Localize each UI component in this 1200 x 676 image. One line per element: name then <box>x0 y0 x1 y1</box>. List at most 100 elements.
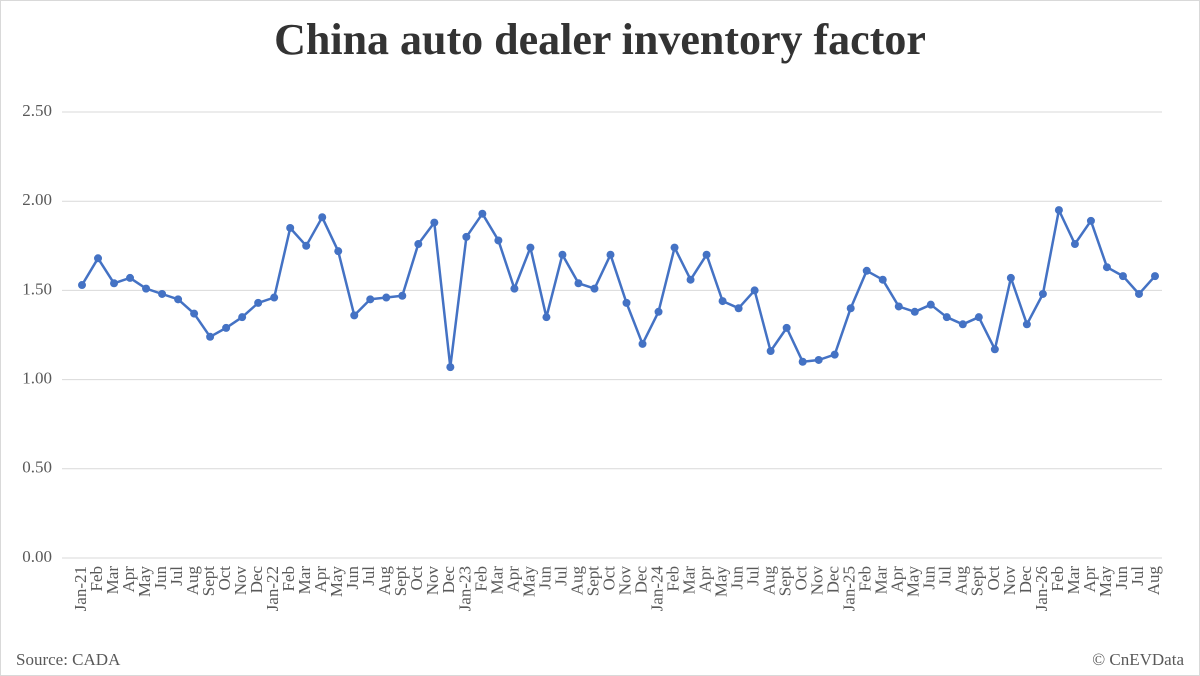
data-point <box>878 275 887 284</box>
data-point <box>1086 216 1095 225</box>
y-tick-label: 2.00 <box>22 190 52 209</box>
x-tick-label: Jan-23 <box>455 566 474 611</box>
data-point <box>94 254 103 263</box>
x-tick-label: Mar <box>1064 566 1083 595</box>
data-point <box>590 284 599 293</box>
data-point <box>126 273 135 282</box>
data-point <box>558 250 567 259</box>
x-tick-label: Oct <box>215 566 234 591</box>
x-tick-label: Apr <box>1080 566 1099 593</box>
data-point <box>1054 206 1063 215</box>
x-tick-label: Oct <box>407 566 426 591</box>
x-tick-label: Dec <box>824 566 843 594</box>
x-tick-label: Dec <box>631 566 650 594</box>
x-tick-label: Sept <box>391 566 410 597</box>
data-point <box>78 281 86 290</box>
x-tick-label: May <box>1096 566 1115 598</box>
data-point <box>110 279 119 288</box>
x-tick-label: Feb <box>87 566 106 592</box>
x-tick-label: Sept <box>199 566 218 597</box>
data-point <box>334 247 343 256</box>
x-tick-label: Feb <box>1048 566 1067 592</box>
data-point <box>430 218 439 227</box>
data-point <box>670 243 679 252</box>
data-point <box>622 298 631 307</box>
data-point <box>494 236 503 245</box>
data-point <box>942 313 951 322</box>
data-point <box>1151 272 1159 281</box>
data-point <box>190 309 199 318</box>
x-tick-label: Mar <box>487 566 506 595</box>
data-point <box>1070 240 1079 249</box>
x-tick-label: Jul <box>744 566 763 586</box>
x-tick-label: Apr <box>695 566 714 593</box>
data-point <box>606 250 615 259</box>
data-point <box>254 298 263 307</box>
data-point <box>798 357 807 366</box>
x-tick-label: Mar <box>679 566 698 595</box>
data-point <box>446 363 455 372</box>
x-tick-label: May <box>904 566 923 598</box>
x-tick-label: Apr <box>311 566 330 593</box>
data-point <box>654 307 663 316</box>
y-tick-label: 1.50 <box>22 279 52 298</box>
data-point <box>1102 263 1111 272</box>
x-tick-label: Oct <box>599 566 618 591</box>
data-point <box>382 293 391 302</box>
x-tick-label: Jan-24 <box>647 566 666 612</box>
data-point <box>414 240 423 249</box>
data-point <box>366 295 375 304</box>
x-tick-label: Jun <box>535 566 554 590</box>
data-point <box>350 311 359 320</box>
y-tick-label: 0.00 <box>22 547 52 566</box>
x-tick-label: Aug <box>952 566 971 596</box>
x-tick-label: Jun <box>151 566 170 590</box>
data-point <box>238 313 247 322</box>
x-tick-label: Feb <box>471 566 490 592</box>
data-point <box>286 223 295 232</box>
data-point <box>1022 320 1031 329</box>
data-point <box>702 250 711 259</box>
data-point <box>958 320 967 329</box>
x-tick-label: Dec <box>439 566 458 594</box>
data-point <box>542 313 551 322</box>
source: Source: CADA <box>16 650 121 669</box>
x-tick-label: Aug <box>1144 566 1163 596</box>
x-tick-label: Aug <box>375 566 394 596</box>
data-point <box>270 293 279 302</box>
x-tick-label: Oct <box>984 566 1003 591</box>
x-tick-label: Mar <box>295 566 314 595</box>
x-tick-label: Feb <box>856 566 875 592</box>
x-tick-label: Nov <box>1000 566 1019 596</box>
data-point <box>174 295 183 304</box>
data-point <box>926 300 935 309</box>
data-point <box>862 266 871 275</box>
x-tick-label: Jan-26 <box>1032 566 1051 611</box>
x-tick-label: Apr <box>119 566 138 593</box>
x-tick-label: Oct <box>792 566 811 591</box>
x-tick-label: Sept <box>583 566 602 597</box>
x-tick-label: Jan-22 <box>263 566 282 611</box>
x-tick-label: Jun <box>728 566 747 590</box>
data-point <box>574 279 583 288</box>
x-tick-label: Jul <box>359 566 378 586</box>
x-tick-label: Nov <box>231 566 250 596</box>
x-tick-label: Nov <box>423 566 442 596</box>
credit: © CnEVData <box>1092 650 1184 669</box>
y-tick-label: 1.00 <box>22 369 52 388</box>
x-tick-label: Mar <box>103 566 122 595</box>
x-tick-label: May <box>327 566 346 598</box>
x-tick-label: Jun <box>1112 566 1131 590</box>
data-point <box>1118 272 1127 281</box>
data-point <box>1006 273 1015 282</box>
x-tick-label: Jul <box>167 566 186 586</box>
x-tick-label: Feb <box>279 566 298 592</box>
x-tick-label: Jul <box>551 566 570 586</box>
data-point <box>686 275 695 284</box>
data-point <box>766 347 775 356</box>
y-tick-label: 2.50 <box>22 101 52 120</box>
x-tick-label: Apr <box>503 566 522 593</box>
y-tick-label: 0.50 <box>22 458 52 477</box>
x-tick-label: May <box>135 566 154 598</box>
